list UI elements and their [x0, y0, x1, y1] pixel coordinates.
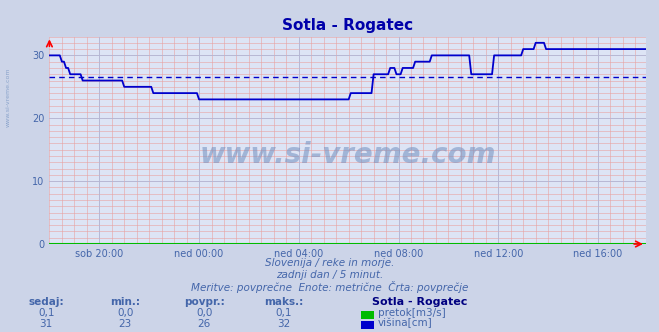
Text: 0,1: 0,1 — [38, 308, 55, 318]
Text: povpr.:: povpr.: — [184, 297, 225, 307]
Text: 31: 31 — [40, 319, 53, 329]
Text: 0,1: 0,1 — [275, 308, 292, 318]
Text: Sotla - Rogatec: Sotla - Rogatec — [372, 297, 468, 307]
Text: 0,0: 0,0 — [196, 308, 212, 318]
Title: Sotla - Rogatec: Sotla - Rogatec — [282, 18, 413, 33]
Text: www.si-vreme.com: www.si-vreme.com — [5, 68, 11, 127]
Text: 0,0: 0,0 — [117, 308, 133, 318]
Text: Meritve: povprečne  Enote: metrične  Črta: povprečje: Meritve: povprečne Enote: metrične Črta:… — [191, 281, 468, 293]
Text: 32: 32 — [277, 319, 290, 329]
Text: min.:: min.: — [110, 297, 140, 307]
Text: 23: 23 — [119, 319, 132, 329]
Text: 26: 26 — [198, 319, 211, 329]
Text: maks.:: maks.: — [264, 297, 303, 307]
Text: zadnji dan / 5 minut.: zadnji dan / 5 minut. — [276, 270, 383, 280]
Text: sedaj:: sedaj: — [28, 297, 64, 307]
Text: višina[cm]: višina[cm] — [378, 318, 432, 328]
Text: pretok[m3/s]: pretok[m3/s] — [378, 308, 445, 318]
Text: www.si-vreme.com: www.si-vreme.com — [200, 141, 496, 169]
Text: Slovenija / reke in morje.: Slovenija / reke in morje. — [265, 258, 394, 268]
